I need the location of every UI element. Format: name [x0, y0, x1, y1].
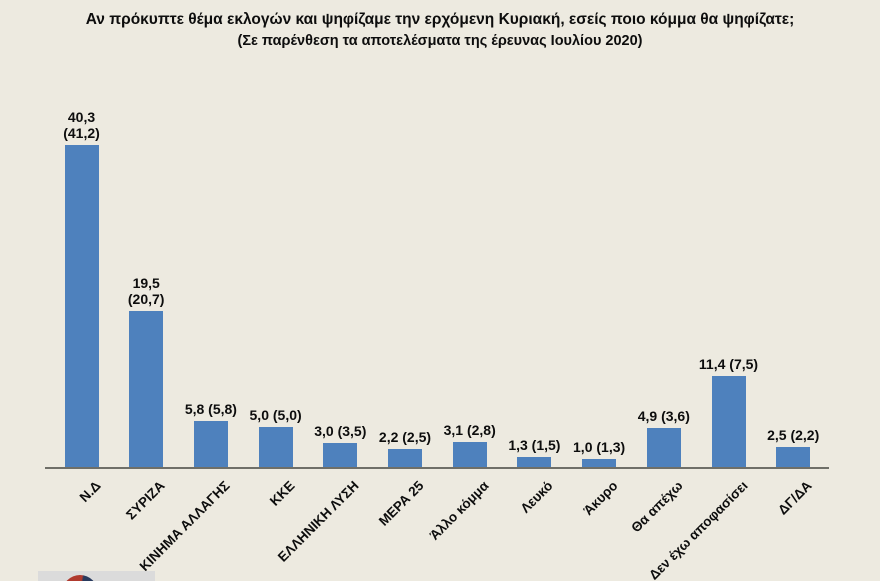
chart-subtitle: (Σε παρένθεση τα αποτελέσματα της έρευνα… [237, 33, 643, 49]
bar-value-label: 19,5 (20,7) [127, 275, 165, 307]
bar-value-label: 3,1 (2,8) [443, 422, 496, 438]
chart-bar [388, 449, 422, 467]
bar-value-label: 11,4 (7,5) [698, 356, 759, 372]
chart-bar [323, 443, 358, 467]
title-block: Αν πρόκυπτε θέμα εκλογών και ψηφίζαμε τη… [50, 9, 830, 52]
bar-value-label: 2,5 (2,2) [767, 427, 820, 443]
chart-bar [452, 442, 487, 467]
chart-bar [646, 428, 681, 467]
x-axis-line [45, 467, 829, 469]
chart-bar [711, 376, 746, 467]
footer-strip [38, 571, 155, 581]
bar-value-label: 5,0 (5,0) [249, 407, 302, 423]
bar-value-label: 4,9 (3,6) [637, 408, 690, 424]
chart-bar [517, 457, 552, 467]
bar-value-label: 40,3 (41,2) [63, 109, 100, 141]
chart-bar [129, 311, 164, 467]
agency-logo-partial [62, 575, 98, 581]
bar-value-label: 5,8 (5,8) [184, 401, 237, 417]
bar-value-label: 2,2 (2,5) [378, 429, 432, 445]
bar-value-label: 1,3 (1,5) [508, 437, 561, 453]
chart-title: Αν πρόκυπτε θέμα εκλογών και ψηφίζαμε τη… [85, 11, 795, 28]
chart-bar [193, 421, 228, 467]
chart-bar [64, 145, 99, 467]
chart-bar [582, 459, 617, 467]
bar-value-label: 3,0 (3,5) [314, 423, 367, 439]
bar-value-label: 1,0 (1,3) [573, 439, 626, 455]
chart-bar [258, 427, 293, 467]
chart-bar [776, 447, 811, 467]
